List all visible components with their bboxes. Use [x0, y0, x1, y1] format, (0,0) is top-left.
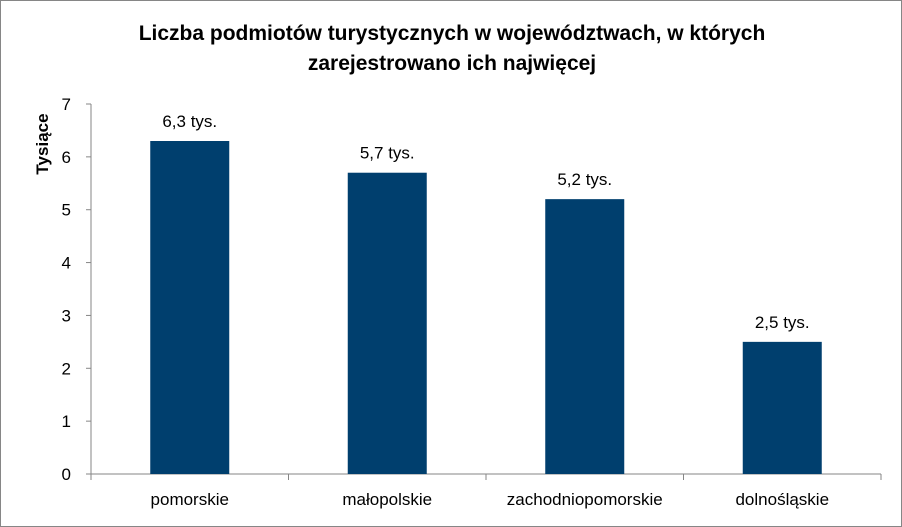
- bar: [545, 199, 625, 474]
- x-category-label: dolnośląskie: [735, 490, 829, 509]
- y-tick-label: 6: [62, 148, 71, 167]
- data-label: 2,5 tys.: [755, 313, 810, 332]
- bar: [742, 341, 822, 474]
- y-axis-title: Tysiące: [33, 113, 52, 174]
- chart-title: Liczba podmiotów turystycznych w wojewód…: [138, 22, 766, 75]
- y-tick-label: 5: [62, 201, 71, 220]
- bar: [150, 141, 230, 474]
- y-tick-label: 4: [62, 254, 71, 273]
- data-label: 6,3 tys.: [162, 112, 217, 131]
- y-tick-label: 0: [62, 465, 71, 484]
- x-category-label: małopolskie: [342, 490, 432, 509]
- x-category-label: pomorskie: [151, 490, 229, 509]
- data-label: 5,2 tys.: [557, 170, 612, 189]
- data-label: 5,7 tys.: [360, 144, 415, 163]
- y-tick-label: 2: [62, 359, 71, 378]
- y-tick-label: 3: [62, 306, 71, 325]
- y-tick-label: 1: [62, 412, 71, 431]
- x-category-label: zachodniopomorskie: [507, 490, 663, 509]
- bar: [347, 172, 427, 474]
- y-tick-label: 7: [62, 95, 71, 114]
